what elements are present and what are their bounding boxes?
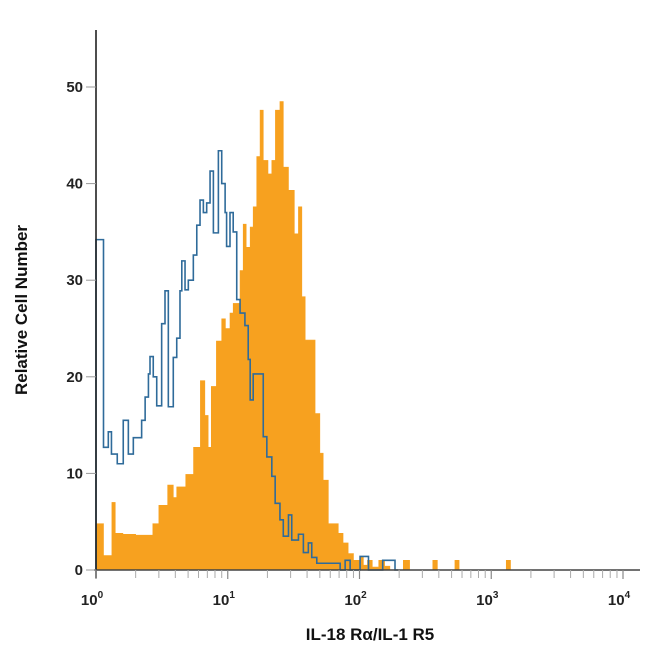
y-tick-label: 10: [66, 465, 83, 482]
x-tick-label: 102: [344, 590, 367, 609]
y-tick-label: 40: [66, 176, 83, 193]
y-tick-label: 20: [66, 369, 83, 386]
y-tick-label: 0: [75, 562, 83, 579]
x-tick-label: 100: [81, 590, 104, 609]
y-tick-label: 30: [66, 272, 83, 289]
y-tick-label: 50: [66, 79, 83, 96]
x-tick-exponent: 1: [229, 590, 235, 601]
x-tick-label: 101: [213, 590, 236, 609]
x-tick-exponent: 3: [493, 590, 499, 601]
x-tick-exponent: 2: [361, 590, 367, 601]
x-tick-exponent: 0: [98, 590, 104, 601]
histogram-filled-series: [95, 101, 514, 571]
series-layer: [95, 101, 514, 571]
x-tick-exponent: 4: [625, 590, 631, 601]
x-tick-label: 103: [476, 590, 499, 609]
y-axis-label: Relative Cell Number: [12, 225, 31, 395]
x-tick-label: 104: [608, 590, 631, 609]
x-axis-label: IL-18 Rα/IL-1 R5: [306, 625, 435, 644]
histogram-outline-series: [95, 149, 399, 571]
